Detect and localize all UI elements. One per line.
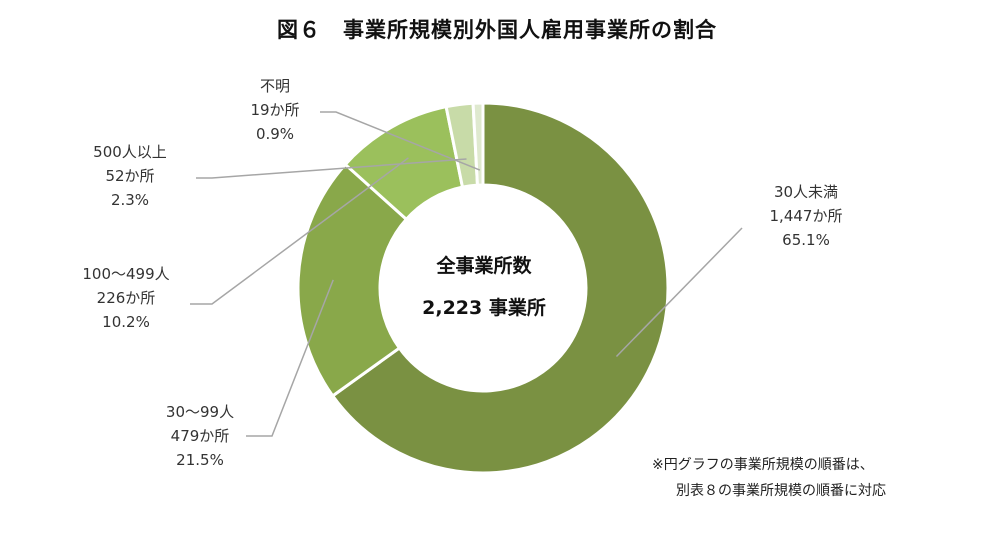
slice-30-99 xyxy=(296,162,409,398)
chart-footnote: ※円グラフの事業所規模の順番は、 別表８の事業所規模の順番に対応 xyxy=(652,452,886,504)
slice-label-percent: 65.1% xyxy=(782,231,830,249)
slice-label-name: 500人以上 xyxy=(93,143,167,161)
slice-label-name: 30～99人 xyxy=(165,403,235,421)
slice-under-30 xyxy=(330,101,670,475)
slice-label-name: 100～499人 xyxy=(82,265,170,283)
slice-label-count: 19か所 xyxy=(250,101,300,119)
slice-label-500-plus: 500人以上 52か所 2.3% xyxy=(60,140,200,212)
slice-unknown xyxy=(471,101,485,187)
slice-label-name: 不明 xyxy=(259,77,290,95)
slice-label-30-99: 30～99人 479か所 21.5% xyxy=(130,400,270,472)
slice-label-count: 1,447か所 xyxy=(769,207,843,225)
leader-line-30-99 xyxy=(246,279,334,437)
leader-line-500-plus xyxy=(196,158,467,179)
donut-slices xyxy=(296,101,670,475)
slice-label-percent: 0.9% xyxy=(255,125,295,143)
slice-label-count: 52か所 xyxy=(105,167,155,185)
slice-label-count: 226か所 xyxy=(96,289,156,307)
leader-line-under-30 xyxy=(615,227,743,358)
chart-title: 図６ 事業所規模別外国人雇用事業所の割合 xyxy=(277,18,717,42)
footnote-line-1: ※円グラフの事業所規模の順番は、 xyxy=(652,457,874,473)
slice-label-percent: 2.3% xyxy=(110,191,150,209)
leader-line-unknown xyxy=(320,111,481,171)
slice-label-percent: 10.2% xyxy=(102,313,150,331)
center-label-title: 全事業所数 xyxy=(436,255,532,277)
slice-label-count: 479か所 xyxy=(170,427,230,445)
slice-label-under-30: 30人未満 1,447か所 65.1% xyxy=(736,180,876,252)
leader-line-100-499 xyxy=(190,157,409,305)
slice-label-percent: 21.5% xyxy=(176,451,224,469)
leader-lines xyxy=(190,111,743,437)
slice-label-name: 30人未満 xyxy=(773,183,839,201)
slice-label-unknown: 不明 19か所 0.9% xyxy=(220,74,330,146)
center-label-total: 2,223 事業所 xyxy=(422,297,546,319)
slice-label-100-499: 100～499人 226か所 10.2% xyxy=(56,262,196,334)
donut-center-label: 全事業所数 2,223 事業所 xyxy=(404,245,564,329)
footnote-line-2: 別表８の事業所規模の順番に対応 xyxy=(676,483,886,499)
